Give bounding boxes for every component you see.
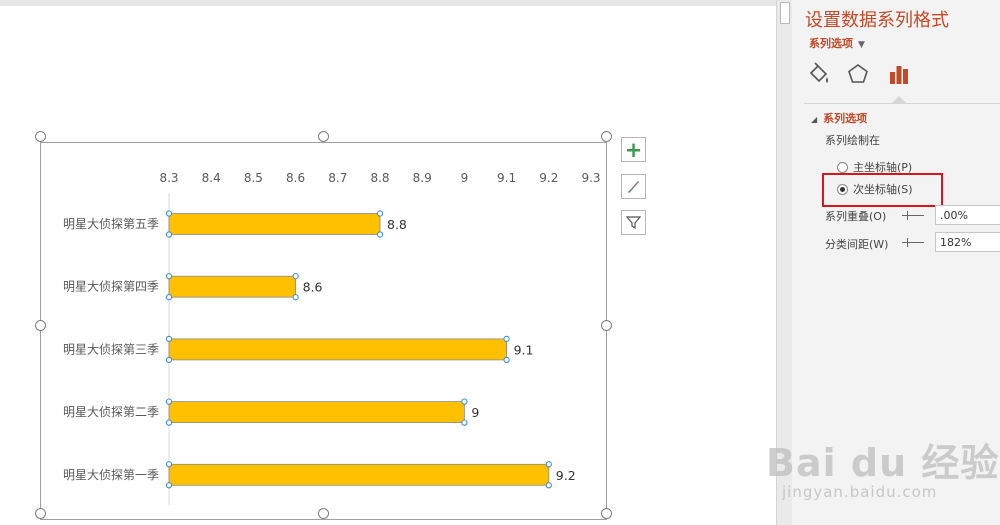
brush-icon [628, 181, 639, 193]
resize-handle-br[interactable] [601, 508, 612, 519]
primary-axis-radio[interactable] [837, 161, 848, 173]
scrollbar-thumb[interactable] [780, 2, 790, 24]
filter-icon [626, 216, 641, 230]
secondary-axis-radio[interactable] [837, 183, 848, 195]
x-tick-label: 8.8 [370, 171, 389, 185]
bar-selection-handle [165, 461, 173, 468]
x-tick-label: 9.1 [497, 171, 516, 185]
bar-selection-handle [503, 335, 510, 343]
series-options-dropdown[interactable]: 系列选项 ▼ [809, 35, 865, 51]
bar-chart[interactable]: 8.3 8.4 8.5 8.6 8.7 8.8 8.9 9 9.1 9.2 9.3 明星大侦探第五季 8… [41, 143, 608, 521]
tab-series-options[interactable] [886, 60, 912, 88]
series-overlap-label: 系列重叠(O) [825, 210, 887, 223]
resize-handle-mr[interactable] [601, 320, 612, 331]
highlight-box [822, 173, 943, 207]
category-label: 明星大侦探第四季 [63, 280, 159, 294]
bar-selection-handle [165, 419, 173, 426]
baidu-watermark: Bai du 经验 [766, 441, 1000, 485]
bar-chart-icon [890, 66, 908, 84]
x-tick-label: 9 [461, 171, 469, 185]
x-tick-label: 8.5 [244, 171, 263, 185]
bar [168, 463, 550, 486]
bar-selection-handle [165, 356, 173, 364]
bar-selection-handle [461, 398, 468, 405]
bar-selection-handle [165, 231, 173, 238]
series-options-dropdown-label: 系列选项 [809, 37, 853, 50]
bar-selection-handle [165, 273, 173, 280]
resize-handle-bl[interactable] [35, 508, 46, 519]
pentagon-icon [848, 64, 868, 83]
data-label: 8.6 [303, 280, 323, 295]
section-series-options[interactable]: ◢ 系列选项 [811, 110, 867, 126]
tab-indicator [892, 96, 906, 103]
resize-handle-tl[interactable] [35, 131, 46, 142]
category-label: 明星大侦探第二季 [63, 405, 159, 419]
chart-area[interactable]: 8.3 8.4 8.5 8.6 8.7 8.8 8.9 9 9.1 9.2 9.3 明星大侦探第五季 8… [40, 142, 607, 520]
data-label: 9.2 [556, 468, 576, 483]
tab-divider [804, 103, 1000, 104]
gap-width-input[interactable] [935, 232, 1000, 252]
data-label: 8.8 [387, 217, 407, 232]
collapse-triangle-icon: ◢ [811, 115, 818, 124]
bar-selection-handle [545, 461, 552, 468]
category-label: 明星大侦探第三季 [63, 342, 159, 356]
gap-width-slider[interactable] [902, 238, 924, 247]
x-tick-label: 8.4 [202, 171, 221, 185]
resize-handle-tr[interactable] [601, 131, 612, 142]
category-label: 明星大侦探第五季 [63, 217, 159, 231]
bar [168, 213, 381, 235]
bar-selection-handle [165, 210, 173, 217]
x-tick-label: 9.3 [581, 171, 600, 185]
series-overlap-slider[interactable] [902, 211, 924, 220]
gap-width-label: 分类间距(W) [825, 238, 889, 251]
format-series-pane: 设置数据系列格式 系列选项 ▼ ◢ 系列选项 系列绘制在 [792, 0, 1000, 525]
x-tick-label: 8.9 [413, 171, 432, 185]
data-label: 9.1 [514, 342, 534, 357]
bar-selection-handle [292, 273, 299, 280]
bar-selection-handle [165, 335, 173, 343]
plot-series-on-label: 系列绘制在 [825, 134, 880, 147]
watermark-url: jingyan.baidu.com [782, 483, 938, 501]
bar-selection-handle [503, 356, 510, 364]
chart-elements-button[interactable]: + [621, 137, 646, 162]
bar [168, 338, 508, 361]
chevron-down-icon: ▼ [858, 40, 865, 50]
data-label: 9 [471, 405, 479, 420]
bar-selection-handle [376, 210, 384, 217]
bar-selection-handle [461, 419, 468, 426]
category-label: 明星大侦探第一季 [63, 468, 159, 482]
resize-handle-bc[interactable] [318, 508, 329, 519]
bar-selection-handle [165, 482, 173, 489]
tab-fill-line[interactable] [806, 60, 832, 88]
bar [168, 275, 296, 298]
x-tick-label: 9.2 [539, 171, 558, 185]
bar-selection-handle [165, 294, 173, 301]
bar-selection-handle [165, 398, 173, 405]
pane-title: 设置数据系列格式 [805, 10, 949, 31]
bar-selection-handle [376, 231, 384, 238]
resize-handle-ml[interactable] [35, 320, 46, 331]
primary-axis-option[interactable]: 主坐标轴(P) [837, 159, 912, 175]
x-tick-label: 8.3 [159, 171, 178, 185]
primary-axis-label: 主坐标轴(P) [853, 161, 913, 174]
paint-bucket-icon [809, 62, 828, 83]
x-tick-label: 8.7 [328, 171, 347, 185]
series-overlap-input[interactable] [935, 205, 1000, 225]
chart-filters-button[interactable] [621, 210, 646, 235]
chart-styles-button[interactable] [621, 174, 646, 199]
vertical-scrollbar[interactable] [776, 0, 792, 525]
tab-effects[interactable] [845, 60, 871, 88]
resize-handle-tc[interactable] [318, 131, 329, 142]
secondary-axis-label: 次坐标轴(S) [853, 183, 913, 196]
bar-selection-handle [545, 482, 552, 489]
bar [168, 401, 465, 424]
x-tick-label: 8.6 [286, 171, 305, 185]
bar-selection-handle [292, 294, 299, 301]
slide-canvas: 8.3 8.4 8.5 8.6 8.7 8.8 8.9 9 9.1 9.2 9.3 明星大侦探第五季 8… [0, 6, 776, 525]
secondary-axis-option[interactable]: 次坐标轴(S) [837, 181, 913, 197]
section-title: 系列选项 [823, 112, 868, 125]
